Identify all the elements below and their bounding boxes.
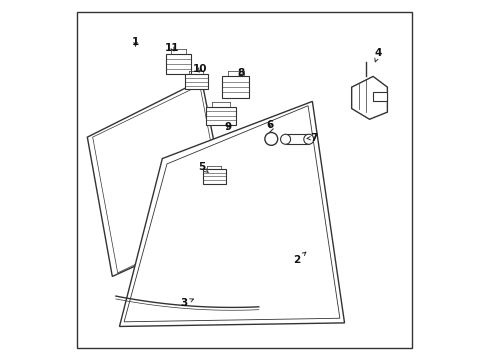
Polygon shape bbox=[372, 93, 386, 102]
Bar bbox=[222, 76, 248, 98]
Text: 11: 11 bbox=[165, 43, 179, 53]
Text: 6: 6 bbox=[266, 120, 273, 130]
Text: 1: 1 bbox=[132, 37, 139, 48]
Text: 7: 7 bbox=[306, 133, 317, 143]
Text: 4: 4 bbox=[374, 48, 381, 62]
Circle shape bbox=[303, 134, 313, 144]
Polygon shape bbox=[351, 76, 386, 119]
Text: 2: 2 bbox=[292, 252, 305, 265]
Bar bbox=[285, 134, 308, 144]
Bar bbox=[165, 54, 190, 74]
Text: 9: 9 bbox=[224, 122, 231, 132]
Bar bbox=[205, 107, 236, 125]
Bar bbox=[184, 74, 207, 89]
Circle shape bbox=[280, 134, 290, 144]
Text: 8: 8 bbox=[237, 68, 244, 78]
Text: 10: 10 bbox=[192, 64, 207, 74]
Bar bbox=[202, 169, 225, 184]
Text: 3: 3 bbox=[180, 298, 193, 308]
Text: 5: 5 bbox=[198, 162, 208, 172]
Polygon shape bbox=[119, 102, 344, 327]
